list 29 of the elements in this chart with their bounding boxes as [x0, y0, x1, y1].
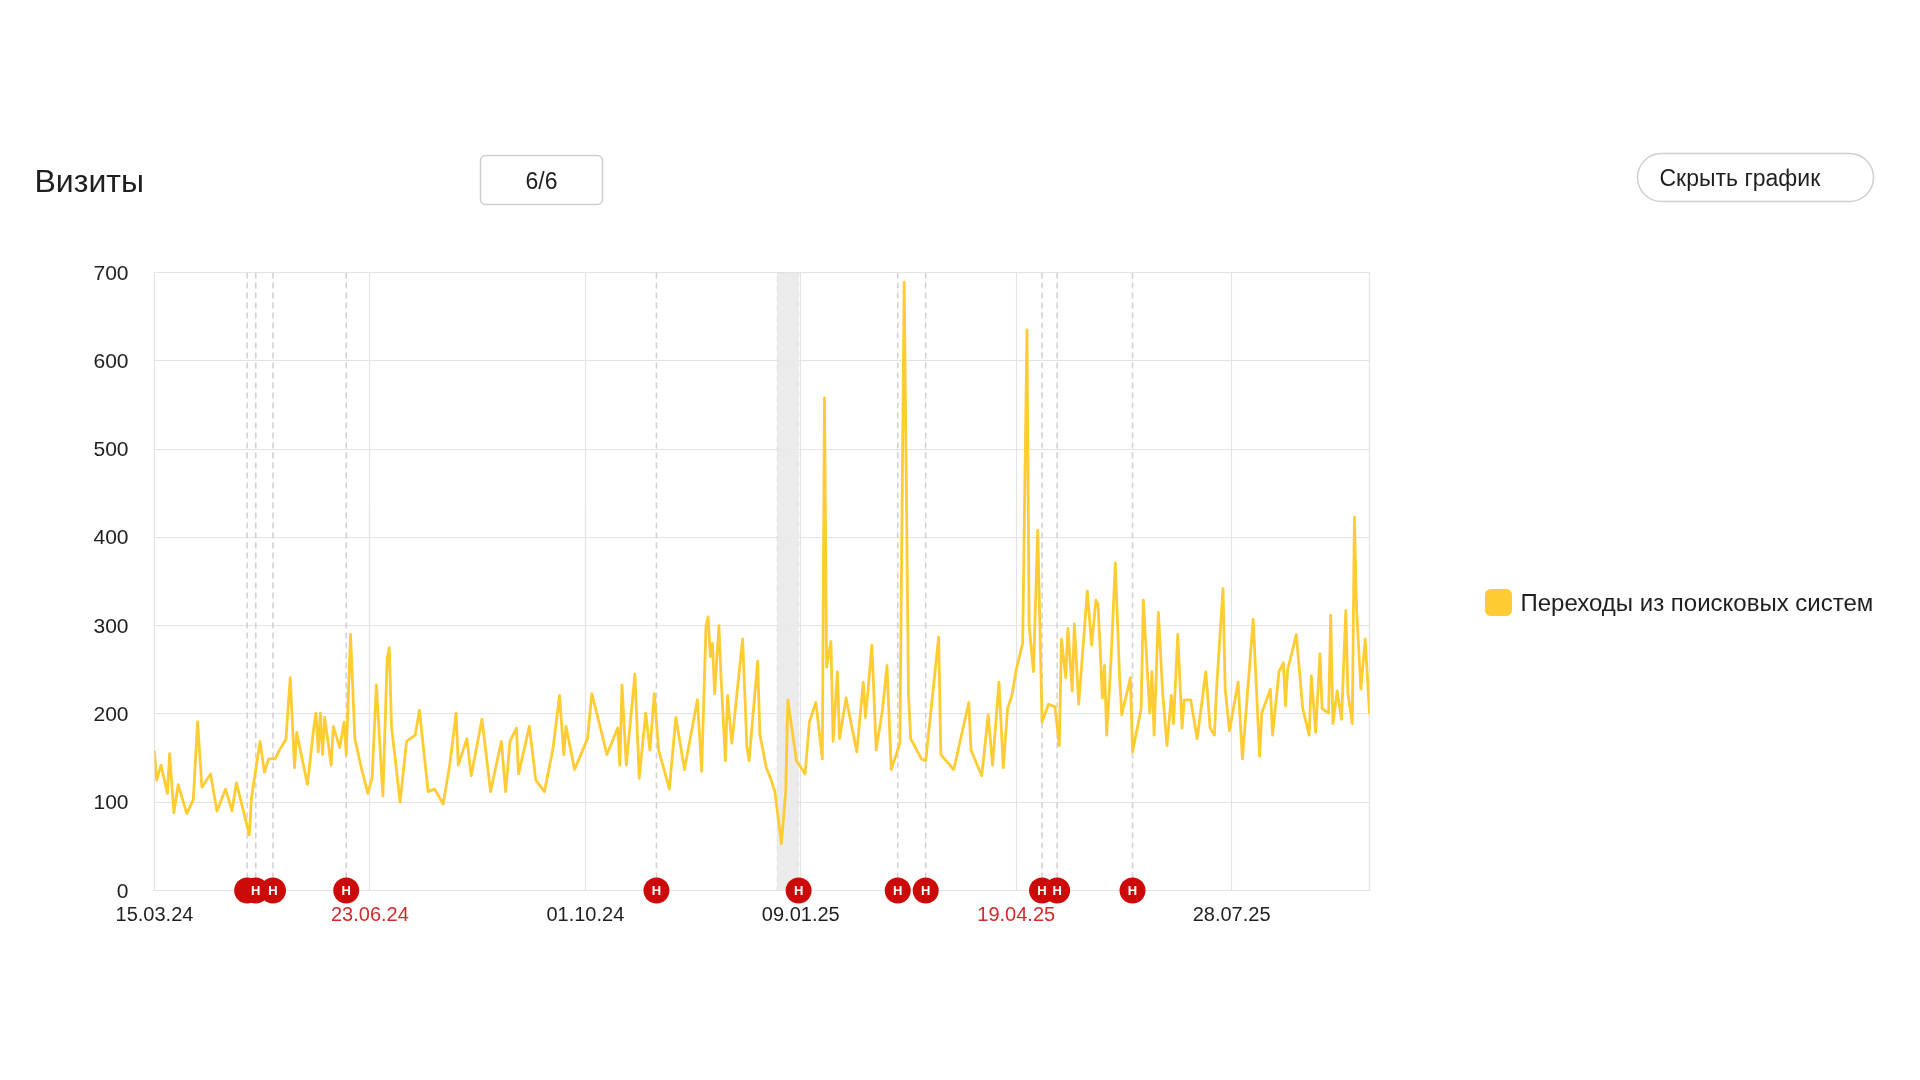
x-tick-label: 19.04.25: [977, 902, 1056, 925]
y-tick-label: 300: [93, 613, 129, 637]
x-tick-label: 28.07.25: [1192, 902, 1271, 925]
ref-line-label: Н: [893, 883, 903, 898]
legend-label: Переходы из поисковых систем: [1520, 589, 1874, 616]
ref-line-label: Н: [1127, 883, 1138, 898]
x-tick-label: 23.06.24: [331, 902, 409, 925]
text: 6/6: [525, 167, 558, 194]
x-tick-label: 09.01.25: [761, 902, 840, 925]
ref-line-label: Н: [921, 883, 931, 898]
y-tick-label: 0: [116, 878, 129, 902]
y-tick-label: 600: [93, 348, 129, 372]
ref-line-label: Н: [1037, 883, 1047, 898]
text: Скрыть график: [1659, 164, 1822, 191]
y-tick-label: 500: [93, 437, 129, 461]
chart-title: Визиты: [34, 162, 144, 199]
band-label: Н: [793, 883, 804, 898]
ref-line-label: Н: [341, 883, 351, 898]
ref-line-label: Н: [251, 883, 261, 898]
x-tick-label: 01.10.24: [546, 902, 625, 925]
ref-line-label: Н: [651, 883, 662, 898]
ref-line-label: Н: [268, 883, 278, 898]
line-series: [154, 280, 1370, 846]
x-tick-label: 15.03.24: [115, 902, 194, 925]
ref-line-label: Н: [1052, 883, 1062, 898]
y-tick-label: 700: [93, 260, 129, 284]
y-tick-label: 100: [93, 790, 129, 814]
y-tick-label: 400: [93, 525, 129, 549]
y-tick-label: 200: [93, 701, 129, 725]
